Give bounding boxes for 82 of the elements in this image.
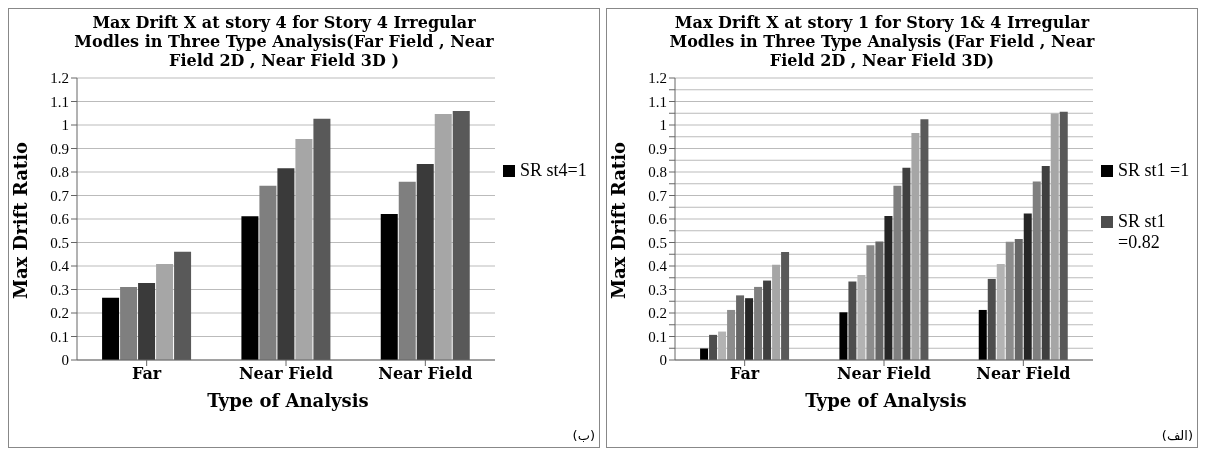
legend-label: SR st1 =1 [1118, 160, 1190, 181]
bar [380, 214, 398, 360]
bar [884, 215, 893, 360]
bar [754, 286, 763, 360]
bar [241, 216, 259, 360]
bar [295, 139, 313, 360]
x-axis-title: Type of Analysis [206, 390, 370, 411]
x-tick-label: Near Field [238, 364, 334, 384]
y-tick-label: 0.1 [648, 328, 667, 345]
y-tick-label: 0.9 [648, 140, 667, 157]
bar [911, 132, 920, 360]
bar [434, 113, 452, 360]
x-tick-label: Far [730, 364, 760, 384]
y-tick-label: 1.2 [648, 70, 667, 87]
text: (الف) [1161, 428, 1193, 443]
bar [174, 251, 192, 360]
bar [313, 118, 331, 360]
bar [452, 110, 470, 360]
y-tick-label: 0.8 [648, 164, 667, 181]
y-tick-label: 0.4 [50, 258, 70, 275]
bar [893, 185, 902, 360]
bar [745, 298, 754, 360]
y-tick-label: 0.7 [50, 187, 70, 204]
x-axis-title: Type of Analysis [804, 390, 968, 411]
bar [772, 264, 781, 360]
y-tick-label: 0.1 [50, 328, 69, 345]
bar [763, 280, 772, 360]
y-tick-label: 1 [659, 117, 667, 134]
y-tick-label: 0.2 [50, 305, 69, 322]
y-tick-label: 0.2 [648, 305, 667, 322]
x-tick-label: Near Field [976, 364, 1071, 384]
bar [839, 312, 848, 360]
y-tick-label: 0.5 [648, 234, 667, 251]
bar [120, 286, 138, 360]
chart-title: Max Drift X at story 4 for Story 4 Irregular Modles in Three Type Analysis(Far Field , Near Field 2D , Near Field 3D ) [73, 12, 495, 70]
bar [156, 264, 174, 360]
legend-label: SR st1 =0.82 [1118, 211, 1167, 253]
text: (ب) [572, 428, 595, 443]
y-axis-title: Max Drift Ratio [10, 141, 32, 299]
y-tick-label: 0 [61, 352, 69, 369]
bar [978, 309, 987, 360]
bar [1023, 213, 1032, 360]
bar [920, 119, 929, 360]
y-tick-label: 0.6 [648, 211, 668, 228]
bar [1032, 181, 1041, 360]
y-tick-label: 0.6 [50, 211, 70, 228]
bar [781, 251, 790, 360]
bar [1059, 111, 1068, 360]
chart-title: Max Drift X at story 1 for Story 1& 4 Irregular Modles in Three Type Analysis (Far Field , Near Field 2D , Near Field 3D) [668, 12, 1096, 70]
legend-label: SR st4=1 [520, 160, 587, 181]
y-tick-label: 0.4 [648, 258, 668, 275]
y-tick-label: 0.3 [50, 281, 69, 298]
y-axis-title: Max Drift Ratio [608, 141, 630, 299]
y-tick-label: 1.1 [648, 93, 667, 110]
bar [848, 281, 857, 360]
y-tick-label: 1 [61, 117, 69, 134]
y-tick-label: 0.9 [50, 140, 69, 157]
y-tick-label: 0.8 [50, 164, 69, 181]
bar [416, 164, 434, 360]
y-tick-label: 1.1 [50, 93, 69, 110]
bar [902, 167, 911, 360]
bar [727, 309, 736, 360]
bar [1041, 165, 1050, 360]
bar [277, 168, 295, 360]
y-tick-label: 0.5 [50, 234, 69, 251]
x-tick-label: Far [132, 364, 162, 384]
bar [102, 297, 120, 360]
y-tick-label: 0.7 [648, 187, 668, 204]
y-tick-label: 0.3 [648, 281, 667, 298]
bar [866, 245, 875, 360]
y-tick-label: 1.2 [50, 70, 69, 87]
bar [1005, 241, 1014, 360]
bar [1050, 113, 1059, 360]
x-tick-label: Near Field [836, 364, 932, 384]
x-tick-label: Near Field [378, 364, 473, 384]
bar [398, 181, 416, 360]
bar [700, 348, 709, 360]
bar [709, 334, 718, 360]
bar [987, 278, 996, 360]
bar [138, 282, 156, 360]
bar [259, 185, 277, 360]
y-tick-label: 0 [659, 352, 667, 369]
